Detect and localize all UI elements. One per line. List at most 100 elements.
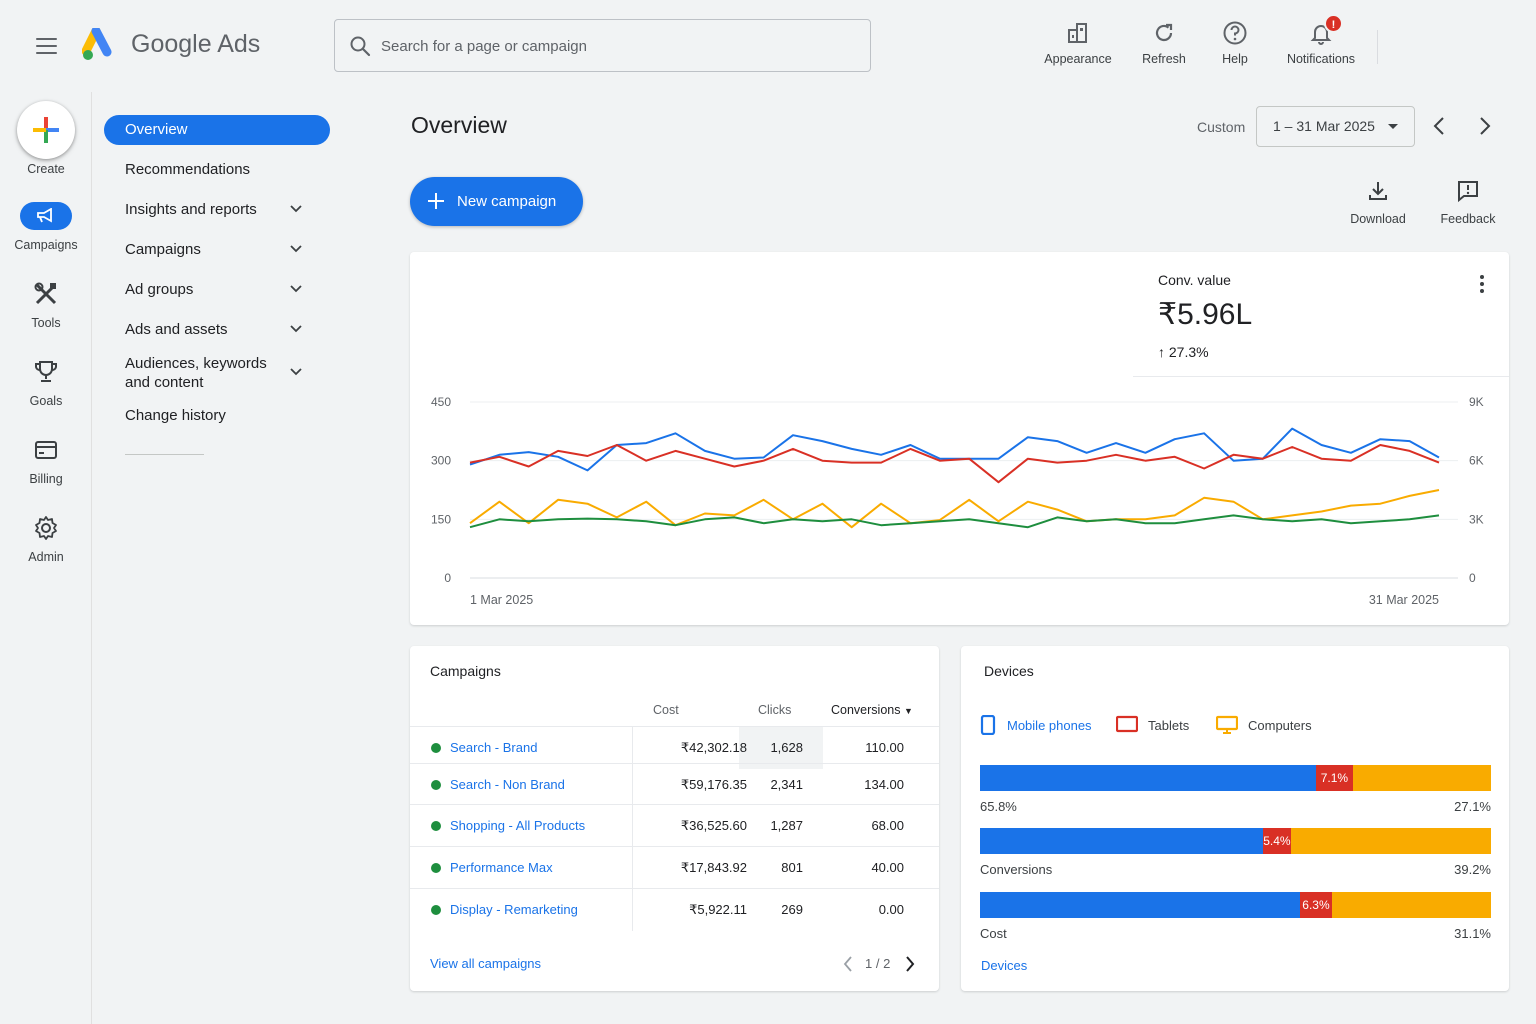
- computer-segment: [1290, 828, 1491, 854]
- help-button[interactable]: Help: [1215, 18, 1255, 66]
- search-box[interactable]: [334, 19, 871, 72]
- header-conversions[interactable]: Conversions ▼: [831, 703, 913, 717]
- rail-tools[interactable]: Tools: [0, 280, 92, 330]
- admin-rail-label: Admin: [28, 550, 64, 564]
- status-enabled-icon: [431, 821, 441, 831]
- rail-admin[interactable]: Admin: [0, 514, 92, 564]
- nav-audiences-label-2: and content: [125, 374, 204, 391]
- right-axis-tick: 0: [1469, 571, 1476, 585]
- nav-campaigns-label: Campaigns: [125, 241, 201, 258]
- refresh-icon: [1155, 23, 1173, 42]
- devices-link[interactable]: Devices: [981, 958, 1028, 973]
- create-button[interactable]: [17, 101, 75, 159]
- nav-overview[interactable]: Overview: [104, 115, 330, 145]
- main-menu-icon[interactable]: [36, 38, 57, 54]
- nav-overview-label: Overview: [125, 121, 188, 138]
- cost-cell: ₹36,525.60: [680, 818, 747, 833]
- chevron-down-icon[interactable]: [290, 285, 302, 293]
- notifications-button[interactable]: ! Notifications: [1283, 14, 1359, 66]
- billing-card-icon: [35, 441, 57, 459]
- table-row[interactable]: Shopping - All Products ₹36,525.60 1,287 68…: [410, 804, 939, 847]
- new-campaign-button[interactable]: New campaign: [410, 177, 583, 226]
- cost-cell: ₹17,843.92: [680, 860, 747, 875]
- metric-conv-value[interactable]: Conv. value ₹5.96L ↑ 27.3%: [1133, 252, 1509, 377]
- metric-clicks[interactable]: Clicks 6.32K ↑ 23.1%: [410, 252, 595, 377]
- right-axis-tick: 3K: [1469, 512, 1484, 526]
- cost-cell: ₹5,922.11: [689, 902, 747, 917]
- chevron-down-icon[interactable]: [290, 245, 302, 253]
- nav-audiences[interactable]: Audiences, keywords and content: [104, 354, 330, 392]
- header-divider: [1377, 30, 1378, 64]
- rail-goals[interactable]: Goals: [0, 358, 92, 408]
- header-clicks[interactable]: Clicks: [758, 703, 792, 717]
- computer-icon: [1216, 715, 1238, 734]
- status-enabled-icon: [431, 743, 441, 753]
- clicks-cell: 1,287: [770, 818, 803, 833]
- table-row[interactable]: Search - Non Brand ₹59,176.35 2,341 134.00: [410, 763, 939, 806]
- appearance-icon: [1068, 23, 1087, 43]
- hover-highlight: [739, 727, 823, 769]
- nav-ad-groups[interactable]: Ad groups: [104, 281, 330, 298]
- mobile-segment: [980, 828, 1264, 854]
- date-range-select[interactable]: 1 – 31 Mar 2025: [1256, 106, 1415, 147]
- column-divider: [632, 805, 633, 847]
- next-period-icon[interactable]: [1478, 115, 1492, 137]
- rail-billing[interactable]: Billing: [0, 436, 92, 486]
- nav-ads-assets[interactable]: Ads and assets: [104, 321, 330, 338]
- bar-right-label: 31.1%: [1454, 926, 1491, 941]
- search-input[interactable]: [381, 32, 851, 60]
- campaign-name-link[interactable]: Performance Max: [450, 860, 553, 875]
- table-row[interactable]: Display - Remarketing ₹5,922.11 269 0.00: [410, 888, 939, 931]
- cost-cell: ₹42,302.18: [680, 740, 747, 755]
- right-axis-tick: 9K: [1469, 395, 1484, 409]
- chevron-down-icon[interactable]: [290, 368, 302, 376]
- metric-conversions[interactable]: Conversions 352.00 ↑ 18.7%: [595, 252, 787, 377]
- performance-line-chart: 450 9K 300 6K 150 3K 0 0 1 Mar 2025 31 Mar 2025: [431, 395, 1484, 607]
- campaigns-card-title: Campaigns: [430, 663, 501, 679]
- campaign-name-link[interactable]: Shopping - All Products: [450, 818, 586, 833]
- clicks-cell: 1,628: [770, 740, 803, 755]
- rail-campaigns[interactable]: Campaigns: [0, 202, 92, 252]
- metric-cost-per-conv[interactable]: Cost / conv. ₹412 ↓ -8.6%: [787, 252, 960, 377]
- metric-delta: ↑ 23.1%: [430, 343, 481, 359]
- more-options-icon[interactable]: [1479, 274, 1485, 294]
- table-row[interactable]: Search - Brand ₹42,302.18 1,628 110.00: [410, 726, 939, 769]
- tools-icon: [34, 282, 57, 305]
- page-title: Overview: [411, 112, 507, 138]
- date-range-value: 1 – 31 Mar 2025: [1273, 118, 1375, 134]
- chevron-down-icon[interactable]: [290, 205, 302, 213]
- download-button[interactable]: Download: [1347, 179, 1409, 226]
- download-icon: [1369, 182, 1387, 200]
- feedback-button[interactable]: Feedback: [1437, 179, 1499, 226]
- metric-value: 352.00: [615, 297, 707, 330]
- chevron-down-icon[interactable]: [290, 325, 302, 333]
- table-row[interactable]: Performance Max ₹17,843.92 801 40.00: [410, 846, 939, 889]
- right-axis-tick: 6K: [1469, 454, 1484, 468]
- left-axis-tick: 150: [431, 512, 451, 526]
- conversions-cell: 40.00: [871, 860, 904, 875]
- metric-cost[interactable]: Cost ₹1.45L ↑ 8.7%: [960, 252, 1133, 377]
- appearance-label: Appearance: [1044, 52, 1112, 66]
- device-share-bar: 5.4%: [980, 828, 1491, 854]
- prev-page-icon[interactable]: [843, 955, 853, 973]
- column-divider: [632, 889, 633, 931]
- metric-value: ₹1.45L: [980, 298, 1075, 331]
- left-axis-tick: 0: [444, 571, 451, 585]
- campaign-name-link[interactable]: Display - Remarketing: [450, 902, 578, 917]
- nav-change-history[interactable]: Change history: [104, 407, 330, 424]
- nav-campaigns[interactable]: Campaigns: [104, 241, 330, 258]
- nav-recommendations-label: Recommendations: [125, 161, 251, 178]
- nav-insights[interactable]: Insights and reports: [104, 201, 330, 218]
- metric-name: Conv. value: [1158, 272, 1231, 288]
- campaign-name-link[interactable]: Search - Non Brand: [450, 777, 565, 792]
- campaign-name-link[interactable]: Search - Brand: [450, 740, 538, 755]
- nav-ads-assets-label: Ads and assets: [125, 321, 228, 338]
- mobile-segment: [980, 892, 1300, 918]
- view-all-campaigns-link[interactable]: View all campaigns: [430, 956, 542, 971]
- refresh-button[interactable]: Refresh: [1139, 18, 1189, 66]
- next-page-icon[interactable]: [905, 955, 915, 973]
- header-cost[interactable]: Cost: [653, 703, 679, 717]
- previous-period-icon[interactable]: [1432, 115, 1446, 137]
- appearance-button[interactable]: Appearance: [1041, 18, 1115, 66]
- nav-recommendations[interactable]: Recommendations: [104, 161, 330, 178]
